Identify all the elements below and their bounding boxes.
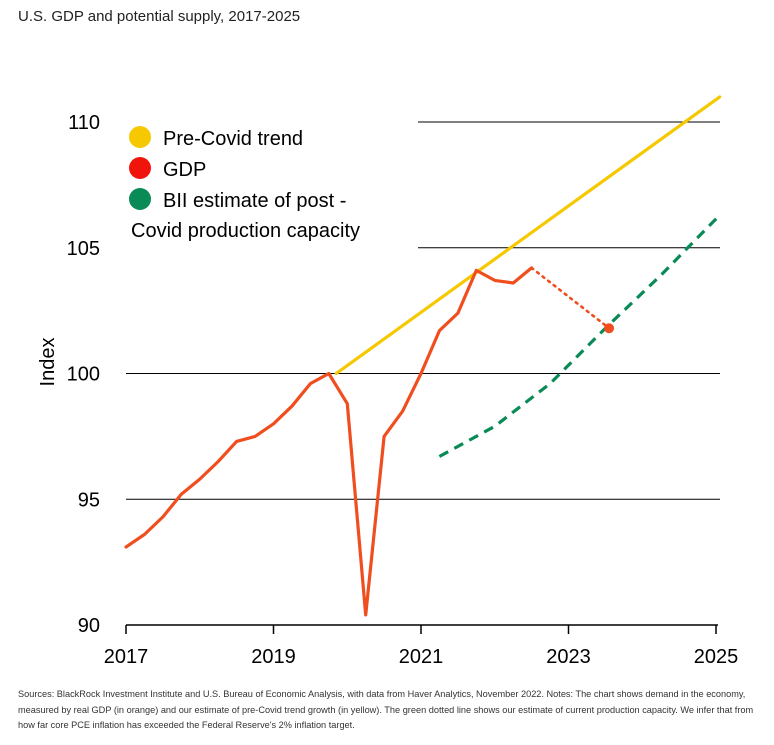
legend-label: GDP xyxy=(163,159,206,181)
series-line-gdp xyxy=(124,266,534,617)
y-tick-labels: 90 95 100 105 110 xyxy=(67,112,100,637)
x-axis xyxy=(125,624,718,634)
x-tick-label: 2019 xyxy=(251,646,296,668)
x-tick-labels: 2017 2019 2021 2023 2025 xyxy=(104,646,739,668)
x-tick-label: 2017 xyxy=(104,646,149,668)
legend-marker xyxy=(129,188,151,210)
y-tick-label: 105 xyxy=(67,238,100,260)
y-tick-label: 100 xyxy=(67,364,100,386)
chart: 90 95 100 105 110 2017 2019 2021 2023 2025 Index… xyxy=(37,95,739,668)
gridlines xyxy=(126,121,720,500)
series-line-pre-covid-trend xyxy=(334,95,722,376)
legend-marker xyxy=(129,157,151,179)
x-tick-label: 2023 xyxy=(546,646,591,668)
chart-title: U.S. GDP and potential supply, 2017-2025 xyxy=(18,8,301,25)
y-axis-label: Index xyxy=(37,338,59,387)
series-line-bii-estimate-of-post-covid-production-capacity xyxy=(438,213,721,458)
x-tick-label: 2025 xyxy=(694,646,739,668)
legend-label: Covid production capacity xyxy=(131,220,360,242)
y-tick-label: 110 xyxy=(68,112,100,134)
legend-label: BII estimate of post - xyxy=(163,190,346,212)
y-tick-label: 90 xyxy=(78,615,100,637)
x-tick-label: 2021 xyxy=(399,646,444,668)
legend-label: Pre-Covid trend xyxy=(163,128,303,150)
gdp-estimate-point xyxy=(604,323,615,334)
sources-note: Sources: BlackRock Investment Institute … xyxy=(18,689,754,730)
series-line-gdp-projection xyxy=(530,266,611,330)
legend-marker xyxy=(129,126,151,148)
legend: Pre-Covid trend GDP BII estimate of post -… xyxy=(129,126,360,242)
y-tick-label: 95 xyxy=(78,489,100,511)
series-layer xyxy=(124,95,722,617)
